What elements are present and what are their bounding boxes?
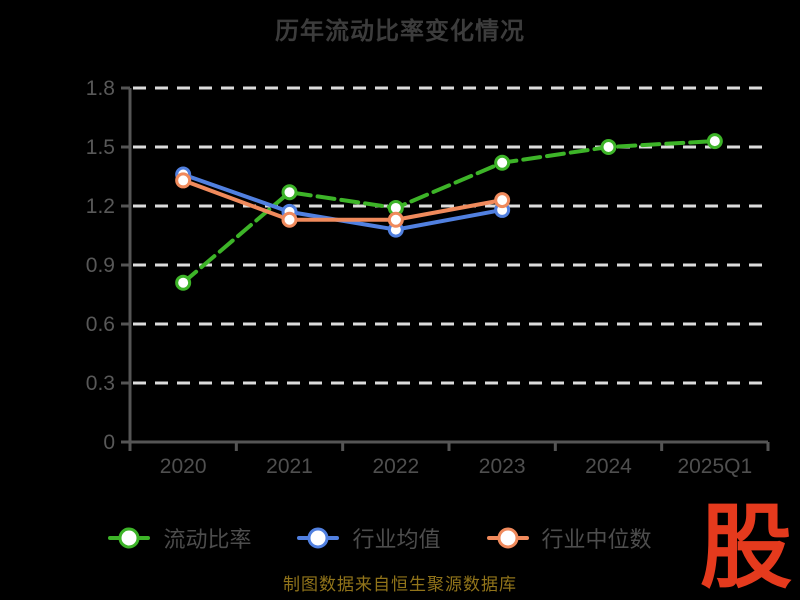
x-axis-tick-label: 2021	[266, 455, 313, 478]
x-axis-tick-label: 2022	[372, 455, 419, 478]
x-axis-tick-label: 2020	[160, 455, 207, 478]
data-point-marker-2	[494, 192, 511, 209]
data-point-marker-2	[281, 211, 298, 228]
legend-dot-icon	[118, 527, 140, 549]
x-axis-tick-label: 2025Q1	[677, 455, 752, 478]
legend-dot-icon	[497, 527, 518, 549]
y-axis-tick-label: 1.8	[86, 77, 115, 100]
x-axis-tick-label: 2024	[585, 455, 632, 478]
legend-item-industry-mean[interactable]: 行业均值	[297, 522, 441, 554]
y-axis-tick-label: 1.2	[86, 195, 115, 218]
legend-item-current-ratio[interactable]: 流动比率	[108, 522, 251, 554]
legend-line-marker-icon	[486, 527, 529, 549]
x-axis-tick-label: 2023	[479, 455, 526, 478]
y-axis-tick-label: 0	[103, 431, 115, 454]
legend-label: 行业中位数	[541, 527, 652, 552]
data-point-marker-0	[175, 274, 192, 291]
chart-title: 历年流动比率变化情况	[275, 18, 525, 45]
legend-label: 行业均值	[352, 527, 441, 552]
legend-line-marker-icon	[108, 527, 151, 549]
data-point-marker-0	[600, 139, 617, 155]
legend-label: 流动比率	[163, 527, 252, 552]
legend-item-industry-median[interactable]: 行业中位数	[486, 522, 652, 554]
legend-line-marker-icon	[297, 527, 340, 549]
data-source-note: 制图数据来自恒生聚源数据库	[283, 575, 517, 594]
series-line-0	[181, 139, 717, 285]
stock-logo: 股	[699, 497, 792, 599]
y-axis-tick-label: 1.5	[86, 136, 115, 159]
legend-dot-icon	[307, 527, 329, 549]
data-point-marker-2	[387, 211, 404, 228]
data-point-marker-2	[175, 172, 192, 189]
y-axis-tick-label: 0.3	[86, 372, 115, 395]
legend: 流动比率 行业均值 行业中位数	[0, 518, 760, 558]
series-line-2	[181, 178, 505, 222]
y-axis-tick-label: 0.9	[86, 254, 115, 277]
data-point-marker-0	[281, 184, 298, 201]
data-point-marker-0	[706, 133, 723, 150]
y-axis-tick-label: 0.6	[86, 313, 115, 336]
data-point-marker-0	[494, 154, 511, 171]
